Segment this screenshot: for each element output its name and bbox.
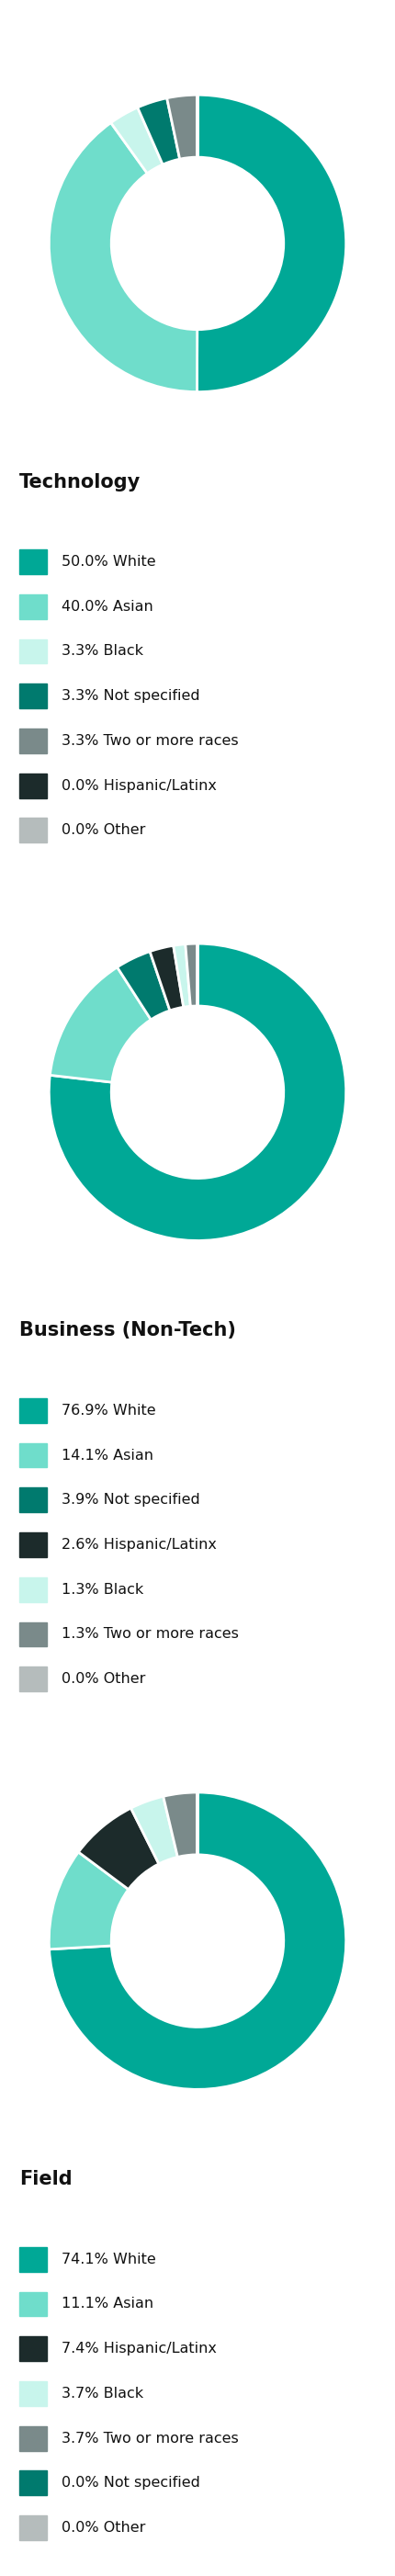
Bar: [19, 595, 47, 618]
Wedge shape: [79, 1808, 159, 1888]
Wedge shape: [197, 95, 346, 392]
Text: 3.3% Black: 3.3% Black: [62, 644, 144, 659]
Wedge shape: [111, 108, 163, 173]
Bar: [19, 1623, 47, 1646]
Text: 0.0% Hispanic/Latinx: 0.0% Hispanic/Latinx: [62, 778, 217, 793]
Text: Business (Non-Tech): Business (Non-Tech): [19, 1321, 236, 1340]
Text: 7.4% Hispanic/Latinx: 7.4% Hispanic/Latinx: [62, 2342, 217, 2354]
Text: 0.0% Other: 0.0% Other: [62, 2522, 146, 2535]
Bar: [19, 729, 47, 752]
Bar: [19, 819, 47, 842]
Wedge shape: [167, 95, 198, 160]
Text: 3.9% Not specified: 3.9% Not specified: [62, 1494, 200, 1507]
Text: 2.6% Hispanic/Latinx: 2.6% Hispanic/Latinx: [62, 1538, 217, 1551]
Bar: [19, 1489, 47, 1512]
Wedge shape: [173, 943, 190, 1007]
Bar: [19, 1667, 47, 1692]
Text: 1.3% Black: 1.3% Black: [62, 1582, 144, 1597]
Bar: [19, 2246, 47, 2272]
Bar: [19, 2427, 47, 2450]
Bar: [19, 2517, 47, 2540]
Bar: [19, 2470, 47, 2496]
Text: 3.7% Two or more races: 3.7% Two or more races: [62, 2432, 239, 2445]
Text: 1.3% Two or more races: 1.3% Two or more races: [62, 1628, 239, 1641]
Text: 0.0% Other: 0.0% Other: [62, 824, 146, 837]
Text: 3.7% Black: 3.7% Black: [62, 2385, 144, 2401]
Wedge shape: [163, 1793, 198, 1857]
Wedge shape: [137, 98, 180, 165]
Text: 76.9% White: 76.9% White: [62, 1404, 156, 1417]
Text: 0.0% Other: 0.0% Other: [62, 1672, 146, 1687]
Text: Technology: Technology: [19, 474, 141, 492]
Bar: [19, 2293, 47, 2316]
Bar: [19, 2336, 47, 2362]
Wedge shape: [49, 124, 197, 392]
Bar: [19, 639, 47, 665]
Bar: [19, 683, 47, 708]
Bar: [19, 1443, 47, 1468]
Text: 0.0% Not specified: 0.0% Not specified: [62, 2476, 201, 2491]
Wedge shape: [49, 1852, 128, 1950]
Text: 50.0% White: 50.0% White: [62, 554, 156, 569]
Wedge shape: [150, 945, 184, 1010]
Text: Field: Field: [19, 2169, 72, 2190]
Text: 3.3% Two or more races: 3.3% Two or more races: [62, 734, 239, 747]
Bar: [19, 549, 47, 574]
Wedge shape: [50, 966, 151, 1082]
Bar: [19, 1533, 47, 1556]
Bar: [19, 1577, 47, 1602]
Wedge shape: [117, 951, 170, 1020]
Bar: [19, 1399, 47, 1422]
Text: 11.1% Asian: 11.1% Asian: [62, 2298, 154, 2311]
Text: 74.1% White: 74.1% White: [62, 2251, 156, 2267]
Wedge shape: [185, 943, 198, 1007]
Wedge shape: [49, 943, 346, 1242]
Text: 14.1% Asian: 14.1% Asian: [62, 1448, 154, 1463]
Text: 3.3% Not specified: 3.3% Not specified: [62, 690, 200, 703]
Bar: [19, 2380, 47, 2406]
Bar: [19, 773, 47, 799]
Wedge shape: [131, 1795, 178, 1865]
Wedge shape: [49, 1793, 346, 2089]
Text: 40.0% Asian: 40.0% Asian: [62, 600, 154, 613]
